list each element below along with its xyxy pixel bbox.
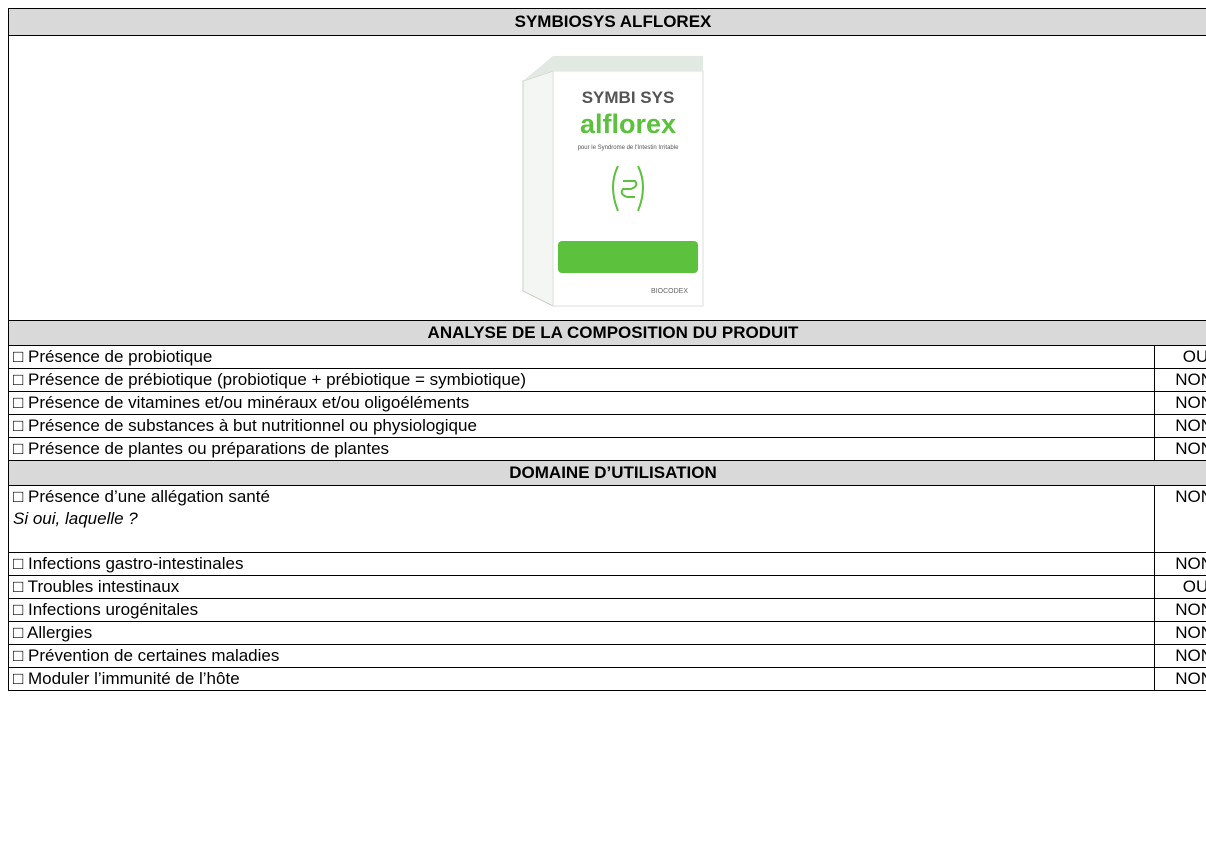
item-cell: □ Allergies xyxy=(8,621,1155,645)
item-label: □ Infections gastro-intestinales xyxy=(13,554,244,573)
item-row: □ Présence d’une allégation santé Si oui,… xyxy=(8,485,1206,553)
item-label: □ Prévention de certaines maladies xyxy=(13,646,280,665)
item-cell: □ Infections gastro-intestinales xyxy=(8,552,1155,576)
item-row: □ Allergies NON xyxy=(8,621,1206,645)
item-row: □ Prévention de certaines maladies NON xyxy=(8,644,1206,668)
item-value: NON xyxy=(1154,621,1206,645)
item-value: OUI xyxy=(1154,345,1206,369)
item-value: NON xyxy=(1154,485,1206,553)
spacer xyxy=(13,530,1150,552)
item-cell: □ Prévention de certaines maladies xyxy=(8,644,1155,668)
section-header-row: DOMAINE D’UTILISATION xyxy=(8,460,1206,486)
product-name: alflorex xyxy=(580,109,676,139)
item-value: NON xyxy=(1154,552,1206,576)
item-value: NON xyxy=(1154,598,1206,622)
section-title: ANALYSE DE LA COMPOSITION DU PRODUIT xyxy=(8,320,1206,346)
product-sheet: SYMBIOSYS ALFLOREX SYMBI SYS alflorex po… xyxy=(8,8,1206,691)
item-value: OUI xyxy=(1154,575,1206,599)
green-band xyxy=(558,240,698,273)
item-cell: □ Troubles intestinaux xyxy=(8,575,1155,599)
item-value: NON xyxy=(1154,667,1206,691)
item-row: □ Troubles intestinaux OUI xyxy=(8,575,1206,599)
image-row: SYMBI SYS alflorex pour le Syndrome de l… xyxy=(8,35,1206,321)
title: SYMBIOSYS ALFLOREX xyxy=(8,8,1206,36)
item-label: □ Présence de substances à but nutrition… xyxy=(13,416,477,435)
item-row: □ Présence de probiotique OUI xyxy=(8,345,1206,369)
item-row: □ Présence de plantes ou préparations de… xyxy=(8,437,1206,461)
gut-icon xyxy=(612,165,644,211)
item-label: □ Moduler l’immunité de l’hôte xyxy=(13,669,240,688)
image-cell: SYMBI SYS alflorex pour le Syndrome de l… xyxy=(8,35,1206,321)
item-cell: □ Infections urogénitales xyxy=(8,598,1155,622)
item-value: NON xyxy=(1154,644,1206,668)
maker: BIOCODEX xyxy=(651,288,688,295)
item-cell: □ Présence de vitamines et/ou minéraux e… xyxy=(8,391,1155,415)
item-row: □ Moduler l’immunité de l’hôte NON xyxy=(8,667,1206,691)
item-value: NON xyxy=(1154,368,1206,392)
title-row: SYMBIOSYS ALFLOREX xyxy=(8,8,1206,36)
item-cell: □ Présence de substances à but nutrition… xyxy=(8,414,1155,438)
item-label: □ Troubles intestinaux xyxy=(13,577,180,596)
item-value: NON xyxy=(1154,414,1206,438)
item-label: □ Présence de prébiotique (probiotique +… xyxy=(13,370,527,389)
item-row: □ Infections gastro-intestinales NON xyxy=(8,552,1206,576)
item-cell: □ Présence d’une allégation santé Si oui,… xyxy=(8,485,1155,553)
item-cell: □ Présence de prébiotique (probiotique +… xyxy=(8,368,1155,392)
item-row: □ Présence de substances à but nutrition… xyxy=(8,414,1206,438)
item-cell: □ Moduler l’immunité de l’hôte xyxy=(8,667,1155,691)
item-label: □ Allergies xyxy=(13,623,93,642)
item-label: □ Présence de probiotique xyxy=(13,347,213,366)
box-top xyxy=(523,55,703,81)
item-label: □ Présence d’une allégation santé xyxy=(13,487,270,506)
section-header-row: ANALYSE DE LA COMPOSITION DU PRODUIT xyxy=(8,320,1206,346)
product-image: SYMBI SYS alflorex pour le Syndrome de l… xyxy=(522,55,704,307)
box-side xyxy=(522,69,554,307)
item-cell: □ Présence de plantes ou préparations de… xyxy=(8,437,1155,461)
item-row: □ Infections urogénitales NON xyxy=(8,598,1206,622)
item-value: NON xyxy=(1154,437,1206,461)
item-value: NON xyxy=(1154,391,1206,415)
item-row: □ Présence de prébiotique (probiotique +… xyxy=(8,368,1206,392)
subtitle: pour le Syndrome de l'Intestin Irritable xyxy=(578,145,680,151)
brand: SYMBI SYS xyxy=(582,88,675,107)
item-label: □ Présence de vitamines et/ou minéraux e… xyxy=(13,393,470,412)
item-label: □ Présence de plantes ou préparations de… xyxy=(13,439,390,458)
item-note: Si oui, laquelle ? xyxy=(13,509,138,528)
item-label: □ Infections urogénitales xyxy=(13,600,199,619)
section-title: DOMAINE D’UTILISATION xyxy=(8,460,1206,486)
item-cell: □ Présence de probiotique xyxy=(8,345,1155,369)
item-row: □ Présence de vitamines et/ou minéraux e… xyxy=(8,391,1206,415)
